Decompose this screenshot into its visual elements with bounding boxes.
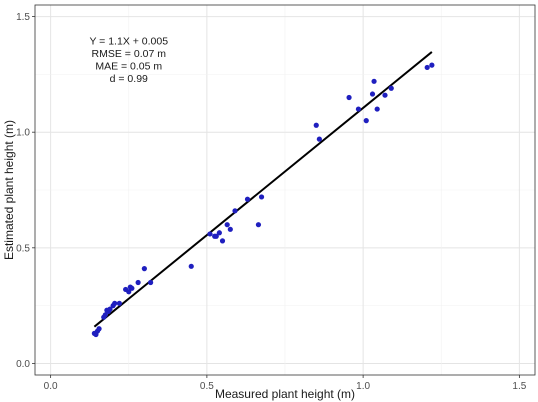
data-point bbox=[346, 94, 352, 101]
data-point bbox=[102, 312, 108, 318]
stats-annotation-line: Y = 1.1X + 0.005 bbox=[89, 35, 168, 47]
x-tick-label: 1.5 bbox=[512, 381, 526, 392]
data-point bbox=[369, 91, 376, 97]
stats-annotation-line: d = 0.99 bbox=[110, 73, 148, 85]
data-point bbox=[107, 306, 113, 312]
stats-annotation-line: MAE = 0.05 m bbox=[95, 60, 162, 72]
data-point bbox=[363, 118, 369, 124]
data-point bbox=[224, 222, 230, 228]
data-point bbox=[219, 238, 226, 244]
data-point bbox=[371, 78, 377, 84]
data-point bbox=[227, 226, 233, 232]
x-axis: 0.0 0.5 1.0 1.5 bbox=[44, 375, 527, 392]
data-point bbox=[429, 62, 435, 68]
data-point bbox=[374, 106, 380, 112]
grid bbox=[35, 5, 535, 375]
y-tick-label: 1.0 bbox=[16, 128, 30, 139]
data-point bbox=[213, 233, 219, 239]
data-points bbox=[91, 62, 435, 338]
y-axis-title: Estimated plant height (m) bbox=[2, 120, 16, 260]
y-tick-label: 0.0 bbox=[16, 359, 30, 370]
stats-annotation-line: RMSE = 0.07 m bbox=[92, 48, 167, 60]
data-point bbox=[313, 122, 319, 128]
data-point bbox=[216, 230, 222, 236]
x-axis-title: Measured plant height (m) bbox=[215, 387, 355, 401]
data-point bbox=[424, 64, 430, 71]
data-point bbox=[355, 106, 362, 112]
data-point bbox=[207, 231, 213, 237]
data-point bbox=[244, 196, 251, 202]
y-tick-label: 1.5 bbox=[16, 12, 30, 23]
data-point bbox=[135, 279, 141, 286]
data-point bbox=[116, 300, 122, 306]
data-point bbox=[258, 194, 265, 200]
data-point bbox=[232, 208, 238, 214]
data-point bbox=[188, 263, 194, 269]
data-point bbox=[148, 279, 154, 286]
data-point bbox=[382, 92, 388, 98]
x-tick-label: 1.0 bbox=[356, 381, 370, 392]
data-point bbox=[96, 326, 102, 332]
plot-panel-border bbox=[34, 4, 536, 376]
x-tick-label: 0.5 bbox=[200, 381, 214, 392]
data-point bbox=[112, 300, 118, 306]
y-axis: 0.0 0.5 1.0 1.5 bbox=[16, 12, 35, 370]
data-point bbox=[388, 85, 394, 91]
regression-line bbox=[93, 51, 433, 328]
data-point bbox=[255, 222, 262, 228]
x-tick-label: 0.0 bbox=[44, 381, 58, 392]
y-tick-label: 0.5 bbox=[16, 243, 30, 254]
data-point bbox=[126, 289, 132, 295]
data-point bbox=[129, 285, 135, 291]
data-point bbox=[316, 136, 322, 142]
data-point bbox=[141, 266, 147, 272]
